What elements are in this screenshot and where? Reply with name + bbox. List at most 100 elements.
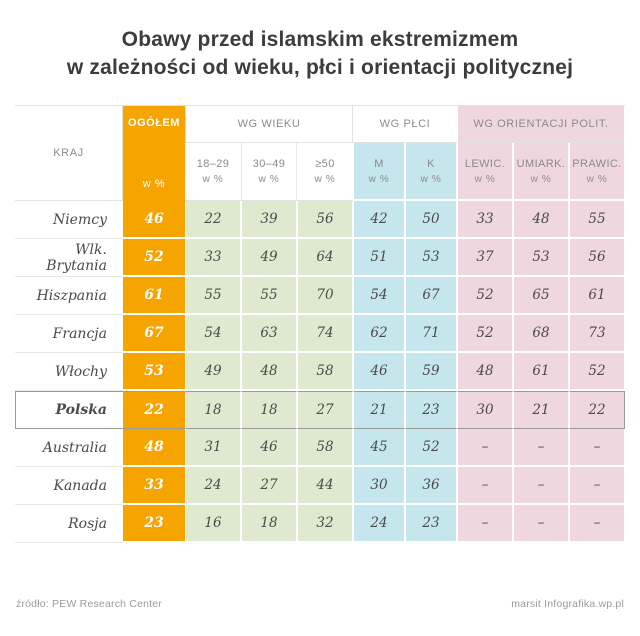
value-cell-gender: 52 (405, 429, 457, 468)
table-row: Rosja 23 16 18 32 24 23 – – – (14, 505, 625, 544)
value-cell-orientation: – (513, 467, 569, 506)
value-cell-gender: 71 (405, 315, 457, 354)
total-cell: 53 (122, 353, 185, 392)
value-cell-orientation: 53 (513, 239, 569, 278)
value-cell-age: 49 (184, 353, 241, 392)
value-cell-orientation: – (569, 467, 625, 506)
column-header-ogolem: OGÓŁEM w % (122, 106, 185, 202)
value-cell-orientation: – (569, 429, 625, 468)
country-cell: Francja (14, 315, 123, 354)
value-cell-gender: 21 (353, 391, 405, 430)
value-cell-orientation: 61 (513, 353, 569, 392)
value-cell-age: 54 (184, 315, 241, 354)
value-cell-orientation: 73 (569, 315, 625, 354)
value-cell-age: 74 (296, 315, 353, 354)
country-cell: Niemcy (14, 201, 123, 240)
value-cell-orientation: 61 (569, 277, 625, 316)
value-cell-orientation: 52 (569, 353, 625, 392)
subheader-female: K w % (405, 143, 457, 202)
table-row: Niemcy 46 22 39 56 42 50 33 48 55 (14, 201, 625, 240)
total-cell: 52 (122, 239, 185, 278)
total-cell: 46 (122, 201, 185, 240)
value-cell-age: 56 (296, 201, 353, 240)
value-cell-age: 18 (240, 505, 297, 544)
value-cell-gender: 23 (405, 505, 457, 544)
group-header-age: WG WIEKU (184, 106, 353, 144)
value-cell-age: 48 (240, 353, 297, 392)
value-cell-orientation: 52 (457, 277, 513, 316)
value-cell-age: 27 (296, 391, 353, 430)
value-cell-gender: 59 (405, 353, 457, 392)
value-cell-orientation: – (513, 429, 569, 468)
value-cell-gender: 36 (405, 467, 457, 506)
value-cell-gender: 30 (353, 467, 405, 506)
title-line-2: w zależności od wieku, płci i orientacji… (66, 55, 574, 79)
total-cell: 22 (122, 391, 185, 430)
value-cell-age: 31 (184, 429, 241, 468)
value-cell-age: 39 (240, 201, 297, 240)
table-row: Francja 67 54 63 74 62 71 52 68 73 (14, 315, 625, 354)
value-cell-age: 22 (184, 201, 241, 240)
value-cell-age: 46 (240, 429, 297, 468)
country-cell: Włochy (14, 353, 123, 392)
value-cell-orientation: 22 (569, 391, 625, 430)
value-cell-orientation: – (457, 467, 513, 506)
value-cell-gender: 62 (353, 315, 405, 354)
group-header-gender: WG PŁCI (353, 106, 457, 144)
subheader-age-50plus: ≥50 w % (296, 143, 353, 202)
value-cell-age: 44 (296, 467, 353, 506)
country-cell: Rosja (14, 505, 123, 544)
value-cell-age: 33 (184, 239, 241, 278)
table-row: Włochy 53 49 48 58 46 59 48 61 52 (14, 353, 625, 392)
value-cell-orientation: 55 (569, 201, 625, 240)
table-row: Polska 22 18 18 27 21 23 30 21 22 (14, 391, 625, 430)
value-cell-age: 64 (296, 239, 353, 278)
value-cell-orientation: 48 (513, 201, 569, 240)
total-cell: 33 (122, 467, 185, 506)
footer: źródło: PEW Research Center marsit Infog… (16, 598, 624, 610)
table-row: Wlk. Brytania 52 33 49 64 51 53 37 53 56 (14, 239, 625, 278)
ogolem-label: OGÓŁEM (128, 116, 180, 129)
title-line-1: Obawy przed islamskim ekstremizmem (121, 28, 519, 51)
table-row: Hiszpania 61 55 55 70 54 67 52 65 61 (14, 277, 625, 316)
value-cell-orientation: 21 (513, 391, 569, 430)
value-cell-gender: 24 (353, 505, 405, 544)
subheader-moderate: UMIARK. w % (513, 143, 569, 202)
value-cell-gender: 23 (405, 391, 457, 430)
value-cell-gender: 50 (405, 201, 457, 240)
subheader-left: LEWIC. w % (457, 143, 513, 202)
total-cell: 61 (122, 277, 185, 316)
value-cell-age: 55 (184, 277, 241, 316)
value-cell-gender: 51 (353, 239, 405, 278)
value-cell-orientation: 56 (569, 239, 625, 278)
value-cell-age: 58 (296, 353, 353, 392)
value-cell-age: 58 (296, 429, 353, 468)
value-cell-age: 24 (184, 467, 241, 506)
value-cell-age: 27 (240, 467, 297, 506)
subheader-male: M w % (353, 143, 405, 202)
value-cell-orientation: 68 (513, 315, 569, 354)
data-table: KRAJ OGÓŁEM w % WG WIEKU WG PŁCI WG ORIE… (14, 105, 625, 544)
total-cell: 48 (122, 429, 185, 468)
value-cell-gender: 54 (353, 277, 405, 316)
value-cell-age: 16 (184, 505, 241, 544)
value-cell-orientation: 33 (457, 201, 513, 240)
value-cell-orientation: 65 (513, 277, 569, 316)
author-credit: marsit Infografika.wp.pl (511, 598, 624, 610)
total-cell: 23 (122, 505, 185, 544)
value-cell-orientation: 30 (457, 391, 513, 430)
subheader-right: PRAWIC. w % (569, 143, 625, 202)
country-cell: Hiszpania (14, 277, 123, 316)
country-cell: Australia (14, 429, 123, 468)
subheader-age-30-49: 30–49 w % (240, 143, 297, 202)
page-title: Obawy przed islamskim ekstremizmem w zal… (0, 0, 640, 81)
country-cell: Wlk. Brytania (14, 239, 123, 278)
source-credit: źródło: PEW Research Center (16, 598, 163, 610)
ogolem-percent-label: w % (142, 177, 166, 190)
country-cell: Polska (14, 391, 123, 430)
value-cell-orientation: 48 (457, 353, 513, 392)
value-cell-gender: 67 (405, 277, 457, 316)
value-cell-age: 70 (296, 277, 353, 316)
value-cell-gender: 53 (405, 239, 457, 278)
